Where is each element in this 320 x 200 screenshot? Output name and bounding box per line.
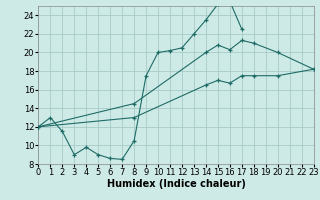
X-axis label: Humidex (Indice chaleur): Humidex (Indice chaleur) [107, 179, 245, 189]
